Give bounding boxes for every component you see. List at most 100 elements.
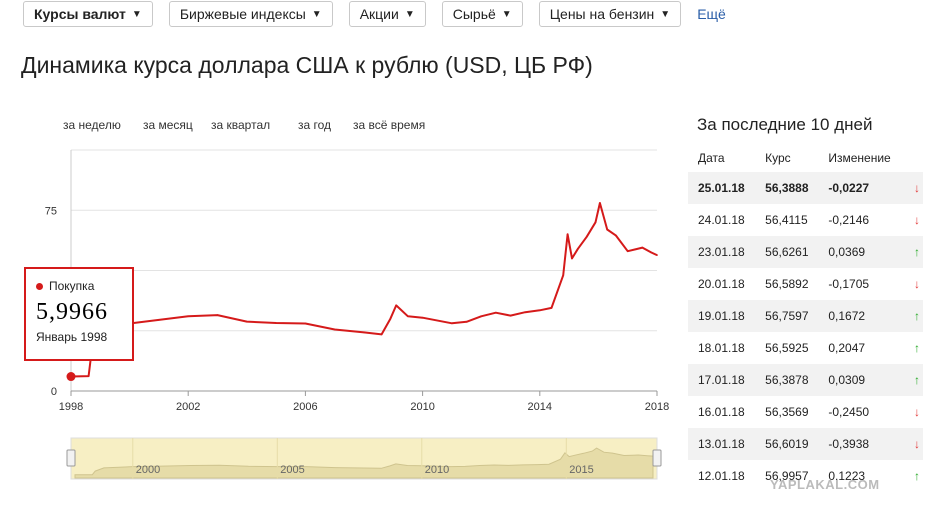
y-tick-label: 0 bbox=[51, 386, 57, 398]
data-point bbox=[550, 307, 553, 309]
rate-cell: 56,6019 bbox=[755, 428, 819, 460]
table-row: 19.01.18 56,7597 0,1672 ↑ bbox=[688, 300, 923, 332]
nav-dropdown-commodities[interactable]: Сырьё ▼ bbox=[441, 1, 523, 27]
data-point bbox=[451, 322, 453, 325]
arrow-down-icon: ↓ bbox=[914, 277, 921, 291]
data-point bbox=[606, 228, 608, 231]
period-all-time[interactable]: за всё время bbox=[353, 118, 426, 132]
navigator-left-handle[interactable] bbox=[66, 449, 76, 467]
rates-table: Дата Курс Изменение 25.01.18 56,3888 -0,02… bbox=[688, 144, 923, 492]
navigator-label: 2005 bbox=[280, 464, 304, 476]
date-cell: 18.01.18 bbox=[698, 341, 745, 355]
tooltip-value: 5,9966 bbox=[36, 299, 108, 325]
period-month[interactable]: за месяц bbox=[143, 118, 193, 132]
rate-cell: 56,5892 bbox=[765, 277, 809, 291]
table-row: 13.01.18 56,6019 -0,3938 ↓ bbox=[688, 428, 923, 460]
data-point bbox=[395, 304, 398, 307]
data-point bbox=[216, 314, 219, 316]
data-point bbox=[566, 233, 569, 236]
arrow-up-icon: ↑ bbox=[914, 373, 921, 387]
nav-dropdown-currency[interactable]: Курсы валют ▼ bbox=[23, 1, 153, 27]
watermark-logo: YAPLAKAL.COM bbox=[770, 477, 880, 492]
change-cell: -0,3938 bbox=[818, 428, 905, 460]
arrow-down-icon: ↓ bbox=[914, 213, 921, 227]
data-point bbox=[524, 311, 526, 313]
table-row: 23.01.18 56,6261 0,0369 ↑ bbox=[688, 236, 923, 268]
data-point bbox=[495, 311, 497, 314]
rate-cell: 56,4115 bbox=[765, 213, 808, 227]
column-header-rate: Курс bbox=[765, 151, 791, 165]
more-link[interactable]: Ещё bbox=[697, 6, 726, 22]
data-point bbox=[158, 319, 160, 321]
chart-grid bbox=[70, 149, 657, 391]
arrow-down-icon: ↓ bbox=[914, 405, 921, 419]
data-point bbox=[363, 331, 365, 334]
rate-cell: 56,3888 bbox=[755, 172, 819, 204]
change-cell: -0,1705 bbox=[828, 277, 870, 291]
rate-chart[interactable]: 2000 2005 2010 2015 0 75 1998 2002 2006 2010 2014… bbox=[0, 0, 680, 516]
arrow-down-icon: ↓ bbox=[914, 437, 921, 451]
rate-cell: 56,7597 bbox=[755, 300, 819, 332]
data-point bbox=[615, 234, 617, 237]
data-point bbox=[656, 254, 658, 256]
data-point bbox=[87, 375, 90, 377]
data-point bbox=[626, 250, 629, 253]
table-title: За последние 10 дней bbox=[697, 115, 873, 134]
chevron-down-icon: ▼ bbox=[311, 8, 322, 20]
navigator-right-handle[interactable] bbox=[652, 449, 662, 467]
navigator-series bbox=[74, 447, 654, 479]
data-point bbox=[389, 317, 392, 320]
date-cell: 25.01.18 bbox=[688, 172, 756, 204]
table-row: 20.01.18 56,5892 -0,1705 ↓ bbox=[688, 268, 923, 300]
nav-dropdown-indices[interactable]: Биржевые индексы ▼ bbox=[168, 1, 333, 27]
data-point bbox=[380, 333, 383, 336]
change-cell: 0,2047 bbox=[828, 341, 866, 355]
navigator-label: 2015 bbox=[569, 464, 593, 476]
arrow-up-icon: ↑ bbox=[914, 341, 921, 355]
rate-cell: 56,9957 bbox=[765, 469, 809, 483]
data-point bbox=[594, 221, 597, 224]
table-row: 18.01.18 56,5925 0,2047 ↑ bbox=[688, 332, 923, 364]
chevron-down-icon: ▼ bbox=[660, 8, 671, 20]
x-tick-label: 2018 bbox=[645, 401, 669, 413]
nav-dropdown-label: Акции bbox=[359, 6, 399, 22]
x-tick-label: 2010 bbox=[410, 401, 434, 413]
table-row: 12.01.18 56,9957 0,1223 ↑ bbox=[688, 460, 923, 492]
data-point bbox=[562, 274, 565, 277]
change-cell: 0,0369 bbox=[818, 236, 905, 268]
data-point bbox=[187, 315, 189, 318]
rate-cell: 56,3569 bbox=[765, 405, 809, 419]
tooltip-date: Январь 1998 bbox=[36, 330, 108, 344]
nav-dropdown-stocks[interactable]: Акции ▼ bbox=[348, 1, 426, 27]
navigator-label: 2000 bbox=[136, 464, 160, 476]
period-quarter[interactable]: за квартал bbox=[211, 118, 271, 132]
nav-dropdown-fuel[interactable]: Цены на бензин ▼ bbox=[538, 1, 682, 27]
data-point bbox=[407, 315, 409, 318]
date-cell: 13.01.18 bbox=[688, 428, 756, 460]
table-row: 17.01.18 56,3878 0,0309 ↑ bbox=[688, 364, 923, 396]
data-point bbox=[641, 246, 644, 249]
nav-dropdown-label: Цены на бензин bbox=[549, 6, 655, 22]
data-point bbox=[571, 257, 573, 260]
rate-cell: 56,5925 bbox=[765, 341, 809, 355]
data-point bbox=[577, 248, 579, 250]
change-cell: -0,2146 bbox=[828, 213, 870, 227]
nav-dropdown-label: Биржевые индексы bbox=[179, 6, 306, 22]
column-header-change: Изменение bbox=[828, 151, 891, 165]
x-tick-label: 2002 bbox=[176, 401, 200, 413]
x-tick-label: 2006 bbox=[293, 401, 317, 413]
tooltip-label: Покупка bbox=[49, 279, 95, 293]
date-cell: 20.01.18 bbox=[698, 277, 745, 291]
nav-dropdown-label: Сырьё bbox=[452, 6, 496, 22]
data-point bbox=[246, 320, 248, 323]
data-point bbox=[539, 309, 541, 312]
chart-navigator: 2000 2005 2010 2015 bbox=[66, 437, 662, 480]
table-header-row: Дата Курс Изменение bbox=[688, 144, 923, 172]
change-cell: -0,0227 bbox=[818, 172, 905, 204]
date-cell: 17.01.18 bbox=[688, 364, 756, 396]
data-point bbox=[304, 322, 307, 325]
column-header-date: Дата bbox=[698, 151, 725, 165]
data-point bbox=[480, 315, 483, 318]
period-year[interactable]: за год bbox=[298, 118, 332, 132]
period-week[interactable]: за неделю bbox=[63, 118, 121, 132]
